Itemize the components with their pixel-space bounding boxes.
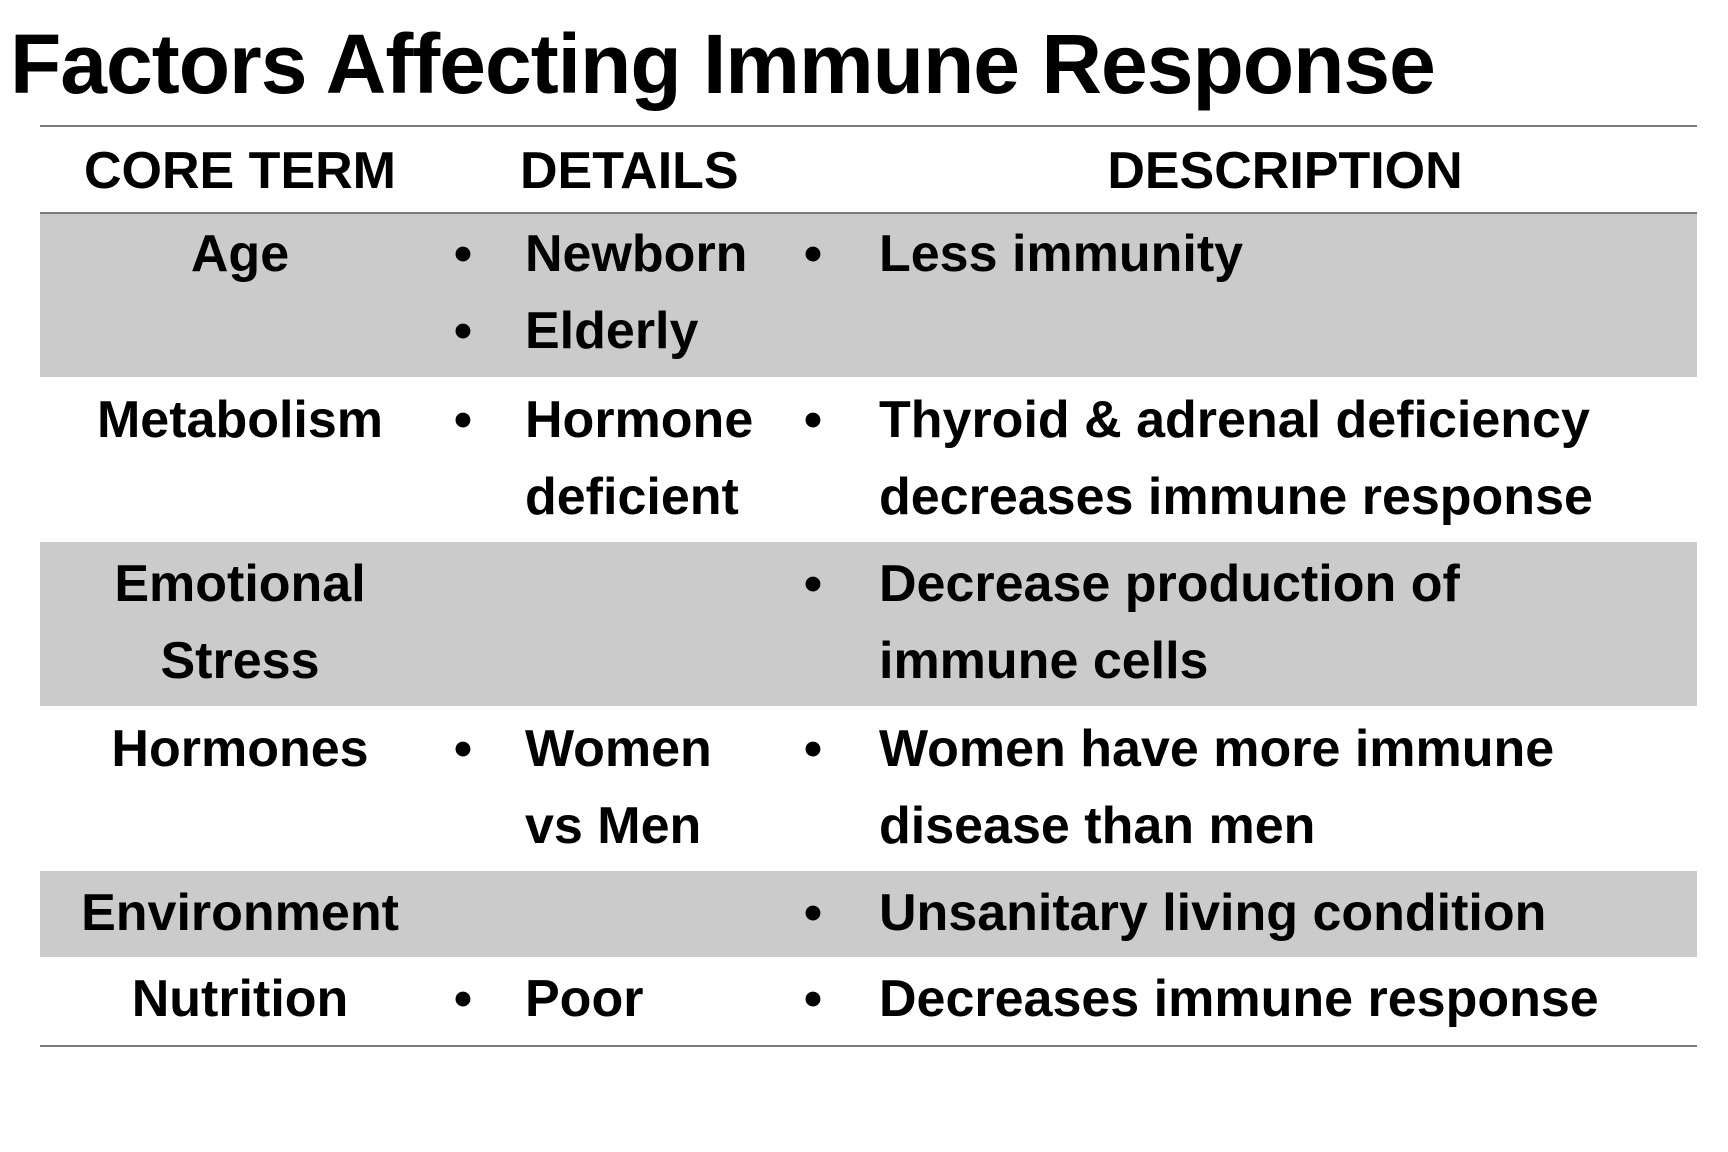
- header-description: DESCRIPTION: [1107, 142, 1463, 200]
- description-cell: Women have more immune disease than men: [879, 711, 1699, 865]
- details-text: Elderly: [525, 302, 699, 360]
- table-top-rule: [40, 125, 1697, 127]
- details-cell: Poor: [525, 961, 815, 1038]
- core-term-text: Nutrition: [131, 970, 349, 1028]
- details-bullet: •: [453, 391, 473, 449]
- details-bullet: •: [453, 302, 473, 360]
- details-cell: Hormone deficient: [525, 382, 815, 536]
- page-title: Factors Affecting Immune Response: [10, 17, 1436, 111]
- description-cell: Unsanitary living condition: [879, 875, 1699, 952]
- core-term-cell: Nutrition: [40, 961, 440, 1038]
- description-cell: Decrease production of immune cells: [879, 546, 1699, 700]
- details-bullet: •: [453, 970, 473, 1028]
- table-header-row: CORE TERM DETAILS DESCRIPTION: [40, 127, 1697, 212]
- core-term-cell: Hormones: [40, 711, 440, 788]
- description-text: Decrease production of: [879, 555, 1460, 613]
- core-term-cell: Age: [40, 216, 440, 293]
- table-row-age: Age • • Newborn Elderly • Less immunity: [40, 214, 1697, 377]
- description-cell: Thyroid & adrenal deficiency decreases i…: [879, 382, 1699, 536]
- details-text: Poor: [525, 970, 644, 1028]
- core-term-text: Metabolism: [96, 391, 384, 449]
- description-text: Thyroid & adrenal deficiency: [879, 391, 1590, 449]
- table-row-metabolism: Metabolism • Hormone deficient • Thyroid…: [40, 377, 1697, 542]
- core-term-text: Hormones: [111, 720, 369, 778]
- description-text: Decreases immune response: [879, 970, 1599, 1028]
- description-cell: Decreases immune response: [879, 961, 1699, 1038]
- description-text: decreases immune response: [879, 468, 1593, 526]
- table-bottom-rule: [40, 1045, 1697, 1047]
- details-text: Newborn: [525, 225, 748, 283]
- core-term-text: Emotional: [114, 555, 366, 613]
- description-text: disease than men: [879, 797, 1316, 855]
- description-bullet: •: [803, 225, 823, 283]
- details-bullet: •: [453, 225, 473, 283]
- details-cell: Women vs Men: [525, 711, 815, 865]
- description-cell: Less immunity: [879, 216, 1699, 293]
- core-term-cell: Metabolism: [40, 382, 440, 459]
- details-cell: Newborn Elderly: [525, 216, 815, 370]
- table-row-hormones: Hormones • Women vs Men • Women have mor…: [40, 706, 1697, 871]
- description-bullet: •: [803, 720, 823, 778]
- core-term-text: Environment: [81, 884, 399, 942]
- core-term-cell: Environment: [40, 875, 440, 952]
- details-text: Hormone: [525, 391, 754, 449]
- header-core-term: CORE TERM: [84, 142, 396, 200]
- table-row-emotional-stress: Emotional Stress • Decrease production o…: [40, 542, 1697, 706]
- table-row-nutrition: Nutrition • Poor • Decreases immune resp…: [40, 957, 1697, 1045]
- core-term-text: Stress: [160, 632, 320, 690]
- description-bullet: •: [803, 970, 823, 1028]
- core-term-cell: Emotional Stress: [40, 546, 440, 700]
- details-text: vs Men: [525, 797, 702, 855]
- factors-table: CORE TERM DETAILS DESCRIPTION Age • • Ne…: [40, 125, 1697, 1047]
- header-details: DETAILS: [520, 142, 739, 200]
- table-row-environment: Environment • Unsanitary living conditio…: [40, 871, 1697, 957]
- core-term-text: Age: [190, 225, 290, 283]
- description-text: Unsanitary living condition: [879, 884, 1547, 942]
- details-bullet: •: [453, 720, 473, 778]
- details-text: Women: [525, 720, 712, 778]
- description-text: Less immunity: [879, 225, 1244, 283]
- description-bullet: •: [803, 884, 823, 942]
- table-header-rule: [40, 212, 1697, 214]
- description-bullet: •: [803, 555, 823, 613]
- details-text: deficient: [525, 468, 739, 526]
- description-bullet: •: [803, 391, 823, 449]
- description-text: Women have more immune: [879, 720, 1555, 778]
- description-text: immune cells: [879, 632, 1209, 690]
